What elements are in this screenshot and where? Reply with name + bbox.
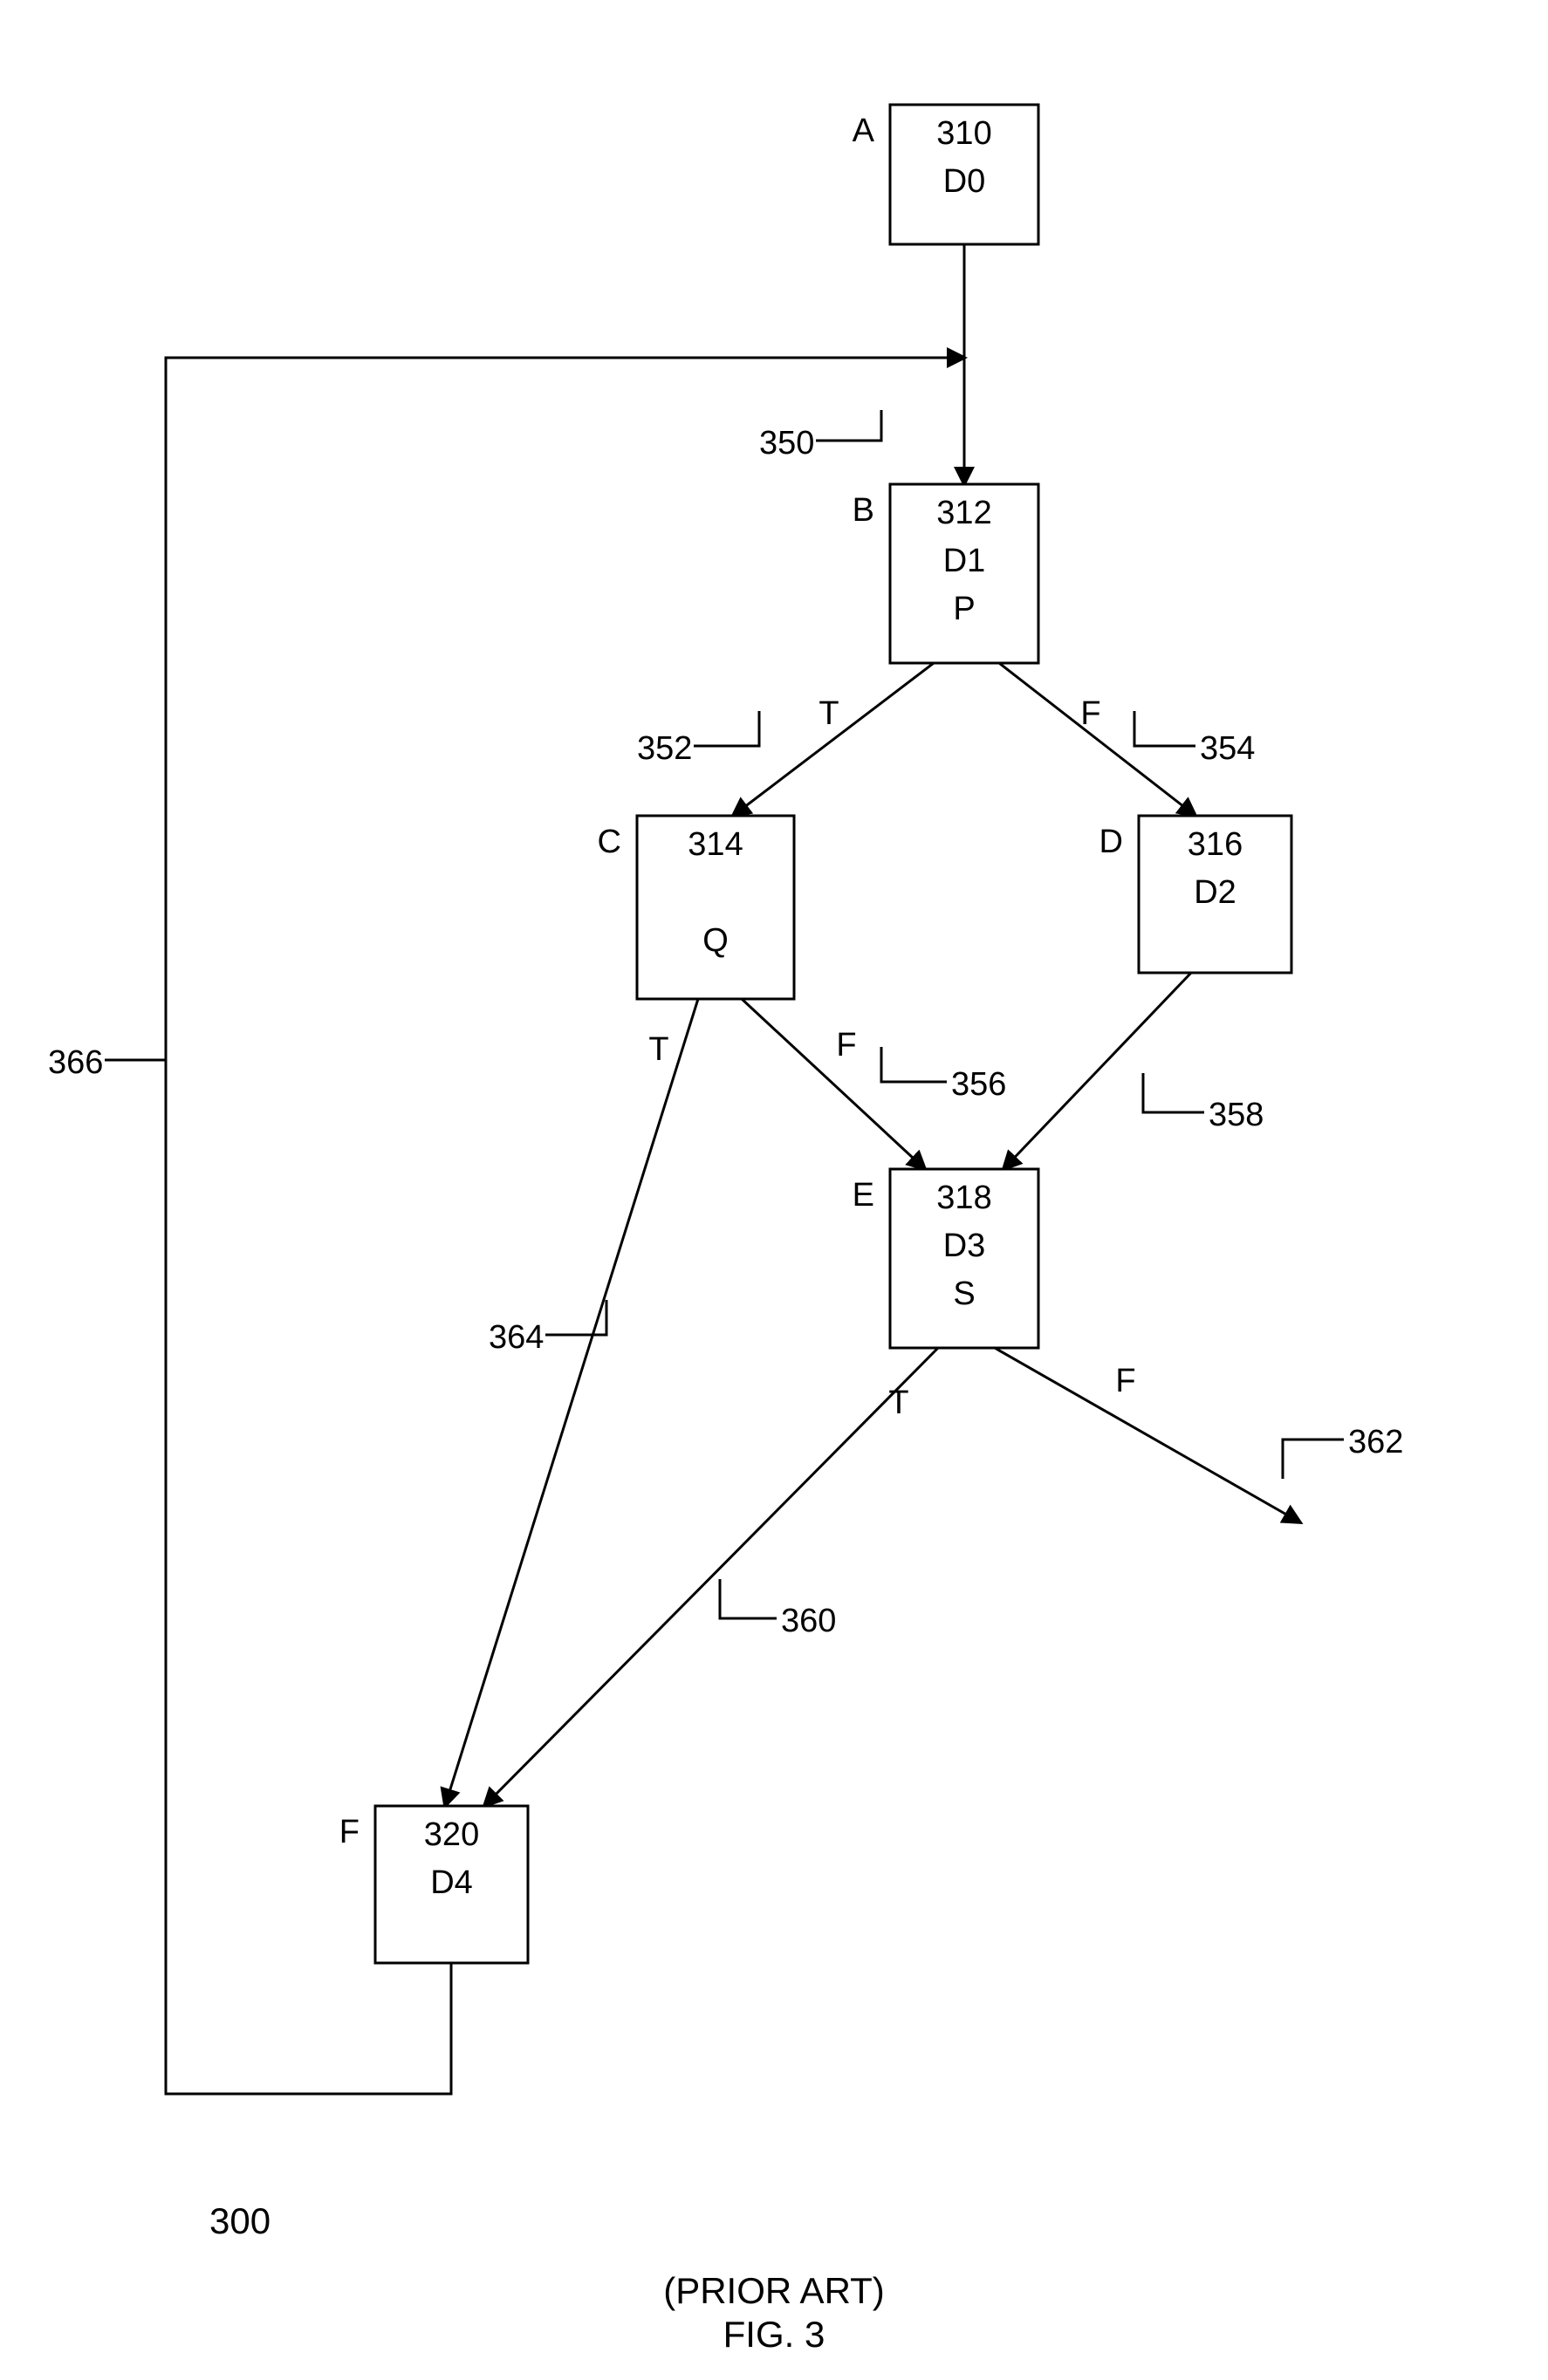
leader-356	[881, 1047, 947, 1082]
node-B: 312 D1 P B	[853, 484, 1038, 663]
node-ref-D: 316	[1188, 826, 1243, 863]
node-side-label-E: E	[853, 1177, 874, 1214]
leader-354	[1134, 711, 1195, 746]
edge-label-e_E_F: T	[888, 1385, 908, 1421]
node-side-label-C: C	[598, 824, 621, 860]
node-side-label-D: D	[1099, 824, 1123, 860]
node-ref-A: 310	[936, 115, 991, 152]
leader-label-360: 360	[781, 1603, 836, 1639]
edge-e_B_C	[733, 663, 934, 816]
leader-label-354: 354	[1200, 730, 1255, 767]
leader-350	[816, 410, 881, 441]
edge-e_F_loop	[166, 358, 964, 2094]
node-ref-F: 320	[424, 1816, 479, 1853]
edge-label-e_C_F: T	[648, 1031, 668, 1068]
edge-e_C_E	[742, 999, 925, 1169]
node-ref-C: 314	[688, 826, 743, 863]
node-ref-B: 312	[936, 495, 991, 531]
edge-label-e_B_C: T	[819, 695, 839, 732]
leader-362	[1283, 1440, 1344, 1479]
edge-label-e_C_E: F	[836, 1027, 856, 1063]
leader-352	[694, 711, 759, 746]
node-side-label-A: A	[853, 113, 875, 149]
node-line-F: D4	[430, 1864, 473, 1901]
leader-label-366: 366	[48, 1044, 103, 1081]
node-side-label-F: F	[339, 1814, 360, 1850]
node-line-A: D0	[943, 163, 986, 200]
node-A: 310 D0 A	[853, 105, 1038, 244]
node-E: 318 D3 S E	[853, 1169, 1038, 1348]
edge-e_C_F	[445, 999, 698, 1806]
node-line-C: Q	[702, 922, 729, 959]
leader-label-356: 356	[951, 1066, 1006, 1103]
leader-label-364: 364	[489, 1319, 544, 1356]
node-line-D: D2	[1194, 874, 1236, 911]
node-D: 316 D2 D	[1099, 816, 1291, 973]
node-line-B: P	[953, 591, 975, 627]
leader-360	[720, 1579, 777, 1618]
leader-label-350: 350	[759, 425, 814, 462]
leader-label-358: 358	[1209, 1097, 1264, 1133]
edge-e_D_E	[1003, 973, 1191, 1169]
caption-prior-art: (PRIOR ART)	[663, 2270, 885, 2311]
node-line-E: S	[953, 1275, 975, 1312]
node-side-label-B: B	[853, 492, 874, 529]
leader-label-352: 352	[637, 730, 692, 767]
figure-ref: 300	[209, 2200, 271, 2241]
node-F: 320 D4 F	[339, 1806, 528, 1963]
caption-fig: FIG. 3	[723, 2314, 825, 2355]
edge-e_E_out	[995, 1348, 1300, 1522]
edge-e_B_D	[999, 663, 1195, 816]
edge-label-e_E_out: F	[1115, 1363, 1135, 1399]
node-line-B: D1	[943, 543, 986, 579]
leader-358	[1143, 1073, 1204, 1112]
node-C: 314 Q C	[598, 816, 794, 999]
node-ref-E: 318	[936, 1180, 991, 1216]
edge-label-e_B_D: F	[1080, 695, 1100, 732]
node-line-E: D3	[943, 1228, 986, 1264]
edge-e_E_F	[484, 1348, 938, 1806]
leader-label-362: 362	[1348, 1424, 1403, 1460]
